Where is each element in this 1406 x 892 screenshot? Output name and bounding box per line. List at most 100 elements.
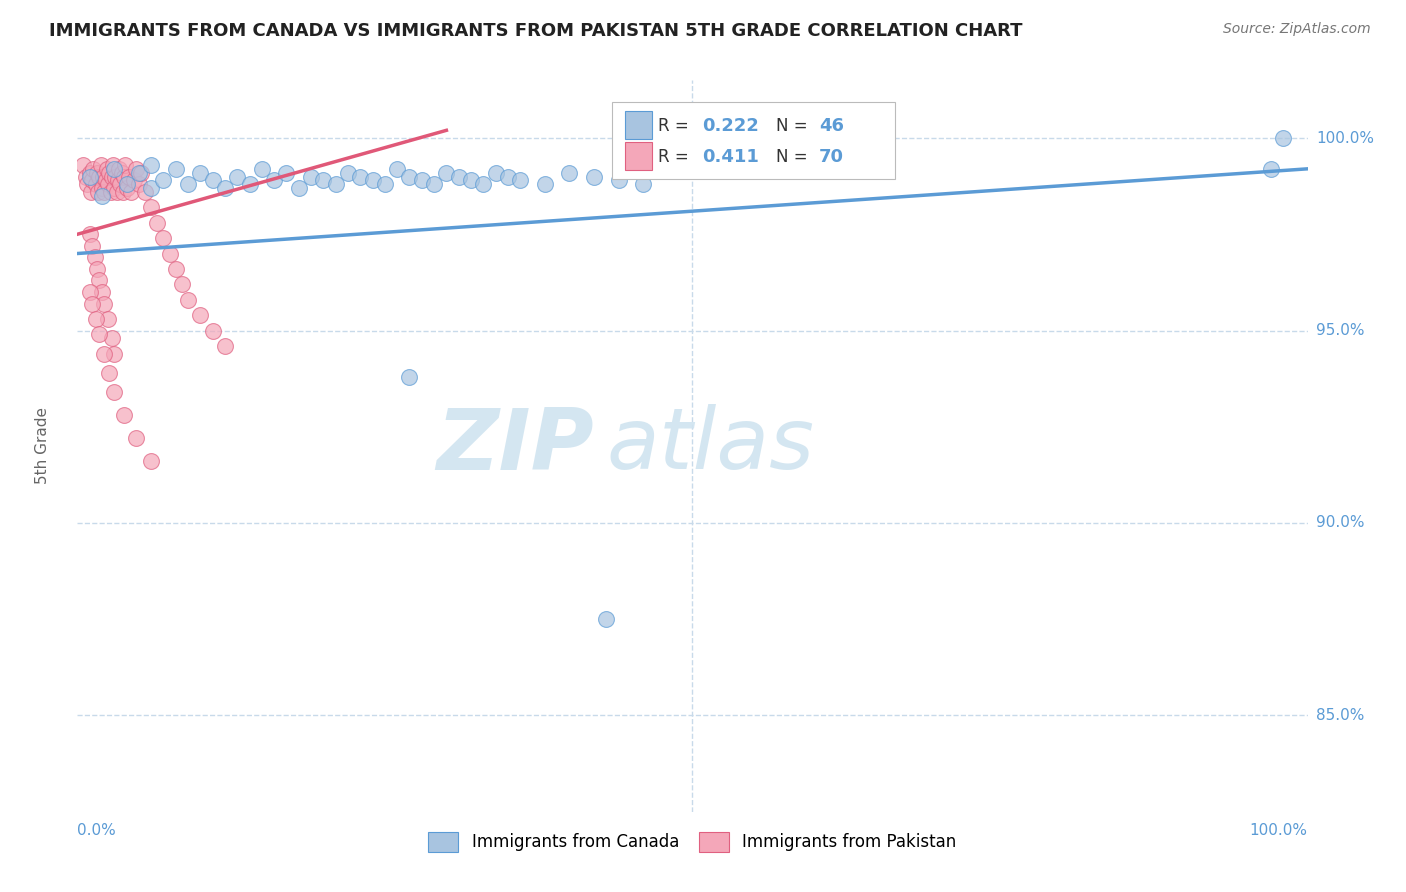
Point <box>128 178 150 192</box>
Point <box>374 178 396 192</box>
Point <box>165 261 187 276</box>
Text: Source: ZipAtlas.com: Source: ZipAtlas.com <box>1223 22 1371 37</box>
Point <box>90 158 112 172</box>
Point <box>114 158 136 172</box>
Point <box>103 346 125 360</box>
Point <box>436 166 458 180</box>
Point <box>101 331 124 345</box>
Legend: Immigrants from Canada, Immigrants from Pakistan: Immigrants from Canada, Immigrants from … <box>422 826 963 858</box>
Point <box>288 181 311 195</box>
Point <box>96 161 118 176</box>
Point <box>89 273 111 287</box>
Point <box>75 169 97 184</box>
Point <box>97 178 120 192</box>
Point <box>90 285 114 299</box>
Point <box>201 324 224 338</box>
Point <box>93 185 115 199</box>
Point <box>129 166 153 180</box>
Point <box>111 166 132 180</box>
Point <box>103 385 125 400</box>
Point <box>263 173 285 187</box>
Point <box>89 169 111 184</box>
Point <box>159 246 181 260</box>
Point <box>141 158 163 172</box>
Point <box>79 169 101 184</box>
Point <box>177 178 200 192</box>
Point <box>118 169 141 184</box>
Point <box>79 227 101 242</box>
Point <box>108 161 131 176</box>
Point <box>1272 131 1295 145</box>
Point <box>128 166 150 180</box>
Point <box>141 200 163 214</box>
Point <box>250 161 273 176</box>
Point <box>214 181 236 195</box>
Text: 95.0%: 95.0% <box>1316 323 1364 338</box>
Point <box>94 173 117 187</box>
Text: 70: 70 <box>820 148 844 166</box>
Point <box>214 339 236 353</box>
Point <box>496 169 519 184</box>
Point <box>112 408 135 422</box>
Point <box>76 178 98 192</box>
Point <box>534 178 557 192</box>
Point <box>97 312 120 326</box>
Point <box>82 296 104 310</box>
Point <box>98 366 121 380</box>
Point <box>87 185 110 199</box>
Point <box>188 166 212 180</box>
Point <box>460 173 482 187</box>
Point <box>398 169 420 184</box>
Point <box>325 178 347 192</box>
Text: atlas: atlas <box>606 404 814 488</box>
Point <box>82 173 104 187</box>
Point <box>177 293 200 307</box>
Point <box>86 166 108 180</box>
Point <box>276 166 298 180</box>
Point <box>101 158 124 172</box>
Point <box>98 166 121 180</box>
Point <box>122 173 145 187</box>
Point <box>84 312 107 326</box>
Text: 5th Grade: 5th Grade <box>35 408 51 484</box>
Point <box>299 169 322 184</box>
Point <box>93 346 115 360</box>
Point <box>509 173 531 187</box>
Point <box>93 296 115 310</box>
Point <box>115 178 138 192</box>
Text: ZIP: ZIP <box>436 404 595 488</box>
Bar <box>624 143 652 170</box>
Text: R =: R = <box>658 118 695 136</box>
Text: 0.222: 0.222 <box>703 118 759 136</box>
Point <box>134 185 156 199</box>
Point <box>103 181 125 195</box>
Point <box>385 161 409 176</box>
Text: N =: N = <box>776 148 813 166</box>
Point <box>107 173 129 187</box>
Point <box>72 158 94 172</box>
Text: 100.0%: 100.0% <box>1316 130 1374 145</box>
Point <box>411 173 433 187</box>
Point <box>337 166 360 180</box>
Point <box>79 285 101 299</box>
Text: 100.0%: 100.0% <box>1250 823 1308 838</box>
Point <box>485 166 508 180</box>
Point <box>146 216 169 230</box>
Text: 85.0%: 85.0% <box>1316 708 1364 723</box>
FancyBboxPatch shape <box>613 103 896 179</box>
Point <box>121 185 143 199</box>
Point <box>84 178 107 192</box>
Point <box>201 173 224 187</box>
Point <box>595 612 617 626</box>
Point <box>1260 161 1282 176</box>
Point <box>115 181 138 195</box>
Point <box>188 308 212 322</box>
Text: 0.0%: 0.0% <box>77 823 117 838</box>
Point <box>583 169 606 184</box>
Point <box>101 169 124 184</box>
Point <box>423 178 446 192</box>
Point <box>79 166 101 180</box>
Point <box>141 454 163 468</box>
Point <box>125 161 148 176</box>
Point <box>90 181 114 195</box>
